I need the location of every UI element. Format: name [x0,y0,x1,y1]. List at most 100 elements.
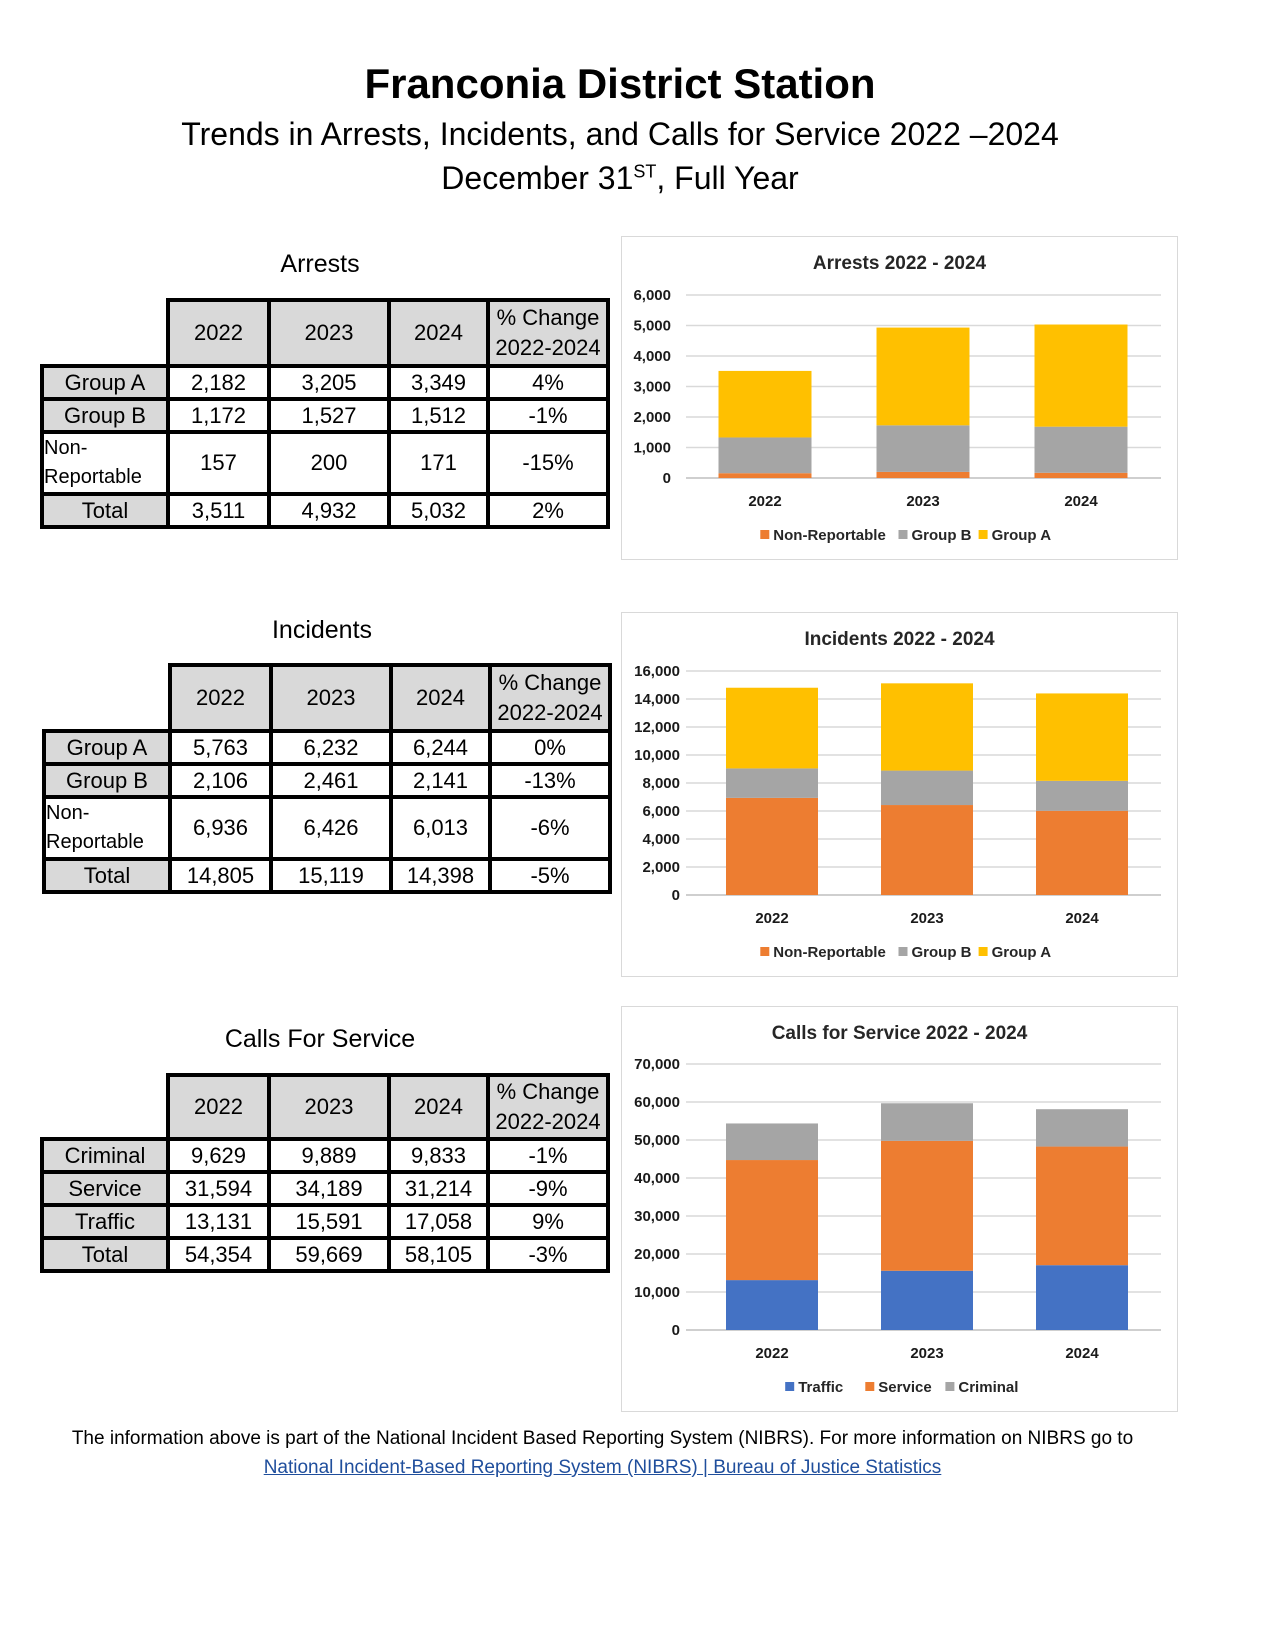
bar-segment-group-a [718,370,812,438]
bar-segment-non-reportable [1036,810,1128,895]
x-tick-label: 2024 [1065,1345,1099,1362]
legend-swatch [760,947,770,956]
table-title: Arrests [280,250,360,278]
table-cell: 6,232 [269,729,393,766]
table-cell: 2,182 [166,364,271,401]
bar-segment-non-reportable [881,805,973,895]
row-label-line: Reportable [46,831,144,853]
bar-segment-criminal [1036,1109,1128,1147]
table-cell: 15,119 [269,857,393,894]
row-label: Traffic [40,1203,170,1240]
blank-cell [42,1075,168,1139]
table-cell: 9% [486,1203,610,1240]
table-cell: 1,172 [166,397,271,434]
page-subtitle: Trends in Arrests, Incidents, and Calls … [181,116,1059,152]
nibrs-link[interactable]: National Incident-Based Reporting System… [263,1457,942,1478]
pct-change-range: 2022-2024 [495,335,601,360]
bar-segment-traffic [881,1270,973,1330]
x-tick-label: 2022 [755,910,788,927]
table-row: Group B 1,172 1,527 1,512 -1% [40,397,610,434]
y-tick-label: 2,000 [642,859,680,876]
table-cell: 0% [488,729,612,766]
table-cell: 3,349 [387,364,490,401]
blank-cell [42,300,168,366]
table-cell: 9,629 [166,1137,271,1174]
row-label: Group B [40,397,170,434]
pct-change-range: 2022-2024 [497,700,603,725]
bar-segment-non-reportable [718,473,812,478]
column-header: 2024 [387,1073,490,1141]
x-tick-label: 2023 [910,910,943,927]
y-tick-label: 16,000 [634,663,680,680]
date-main: December 31 [441,160,634,196]
y-tick-label: 3,000 [633,379,671,396]
bar-segment-group-b [876,425,970,472]
x-tick-label: 2024 [1065,910,1099,927]
bar-segment-group-a [876,327,970,426]
bar-segment-non-reportable [876,471,970,478]
row-label: Total [40,1236,170,1273]
table-cell: 4% [486,364,610,401]
column-header-pct-change: % Change 2022-2024 [486,298,610,368]
stacked-bar-chart: Arrests 2022 - 2024 0 1,000 2,000 3,000 4,000… [621,236,1178,560]
y-tick-label: 0 [663,470,671,487]
table-cell: -3% [486,1236,610,1273]
bar-segment-non-reportable [1034,472,1128,478]
chart-svg: Calls for Service 2022 - 2024 0 10,000 20,0… [634,1023,1161,1396]
y-tick-label: 30,000 [634,1208,680,1225]
y-tick-label: 0 [672,887,680,904]
legend-swatch [945,1382,955,1391]
y-tick-label: 14,000 [634,691,680,708]
row-label: Group B [42,762,172,799]
table-cell: 6,426 [269,795,393,861]
table-cell: -9% [486,1170,610,1207]
legend-swatch [898,530,908,539]
table-row: Criminal 9,629 9,889 9,833 -1% [40,1137,610,1174]
table-cell: 3,205 [267,364,391,401]
bar-segment-group-b [718,437,812,474]
table-cell: 15,591 [267,1203,391,1240]
column-header: 2023 [267,298,391,368]
pct-change-label: % Change [498,670,602,695]
bar-segment-group-b [726,768,818,798]
row-label-line: Reportable [44,466,142,488]
column-header: 2023 [267,1073,391,1141]
y-tick-label: 40,000 [634,1170,680,1187]
table-cell: -1% [486,1137,610,1174]
y-tick-label: 10,000 [634,747,680,764]
blank-cell [44,665,170,731]
bar-segment-criminal [726,1123,818,1161]
bar-segment-group-b [881,770,973,806]
column-header-pct-change: % Change 2022-2024 [486,1073,610,1141]
table-cell: 2,141 [389,762,492,799]
bar-segment-group-b [1034,426,1128,473]
column-header: 2024 [389,663,492,733]
stacked-bar-chart: Incidents 2022 - 2024 0 2,000 4,000 6,000 8,0… [621,612,1178,977]
bar-segment-traffic [1036,1265,1128,1330]
table-cell: -15% [486,430,610,496]
y-tick-label: 6,000 [642,803,680,820]
row-label-line: Non- [46,802,90,824]
row-label: Group A [40,364,170,401]
table-cell: 6,244 [389,729,492,766]
column-header: 2022 [166,1073,271,1141]
date-suffix: ST [633,161,657,182]
y-tick-label: 0 [672,1322,680,1339]
column-header-pct-change: % Change 2022-2024 [488,663,612,733]
column-header: 2024 [387,298,490,368]
table-cell: 31,594 [166,1170,271,1207]
table-cell: 4,932 [267,492,391,529]
bar-segment-group-a [881,683,973,771]
row-label: Group A [42,729,172,766]
y-tick-label: 20,000 [634,1246,680,1263]
chart-title: Calls for Service 2022 - 2024 [772,1023,1028,1044]
y-tick-label: 60,000 [634,1094,680,1111]
table-title: Incidents [271,616,373,644]
bar-segment-group-b [1036,780,1128,811]
table-row: Group A 5,763 6,232 6,244 0% [42,729,612,766]
table-cell: 5,032 [387,492,490,529]
table-cell: -6% [488,795,612,861]
table-cell: 1,512 [387,397,490,434]
chart-svg: Incidents 2022 - 2024 0 2,000 4,000 6,000 8,0… [634,629,1161,961]
